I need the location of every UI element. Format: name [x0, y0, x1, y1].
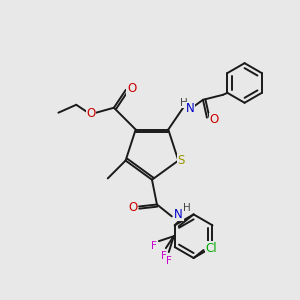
Text: N: N — [174, 208, 183, 221]
Text: N: N — [186, 102, 194, 115]
Text: O: O — [209, 113, 218, 126]
Text: O: O — [127, 82, 136, 95]
Text: H: H — [180, 98, 188, 108]
Text: F: F — [166, 256, 172, 266]
Text: O: O — [128, 201, 138, 214]
Text: S: S — [178, 154, 185, 167]
Text: H: H — [183, 203, 190, 214]
Text: F: F — [151, 241, 157, 251]
Text: F: F — [161, 251, 167, 261]
Text: O: O — [86, 107, 96, 120]
Text: Cl: Cl — [206, 242, 217, 255]
